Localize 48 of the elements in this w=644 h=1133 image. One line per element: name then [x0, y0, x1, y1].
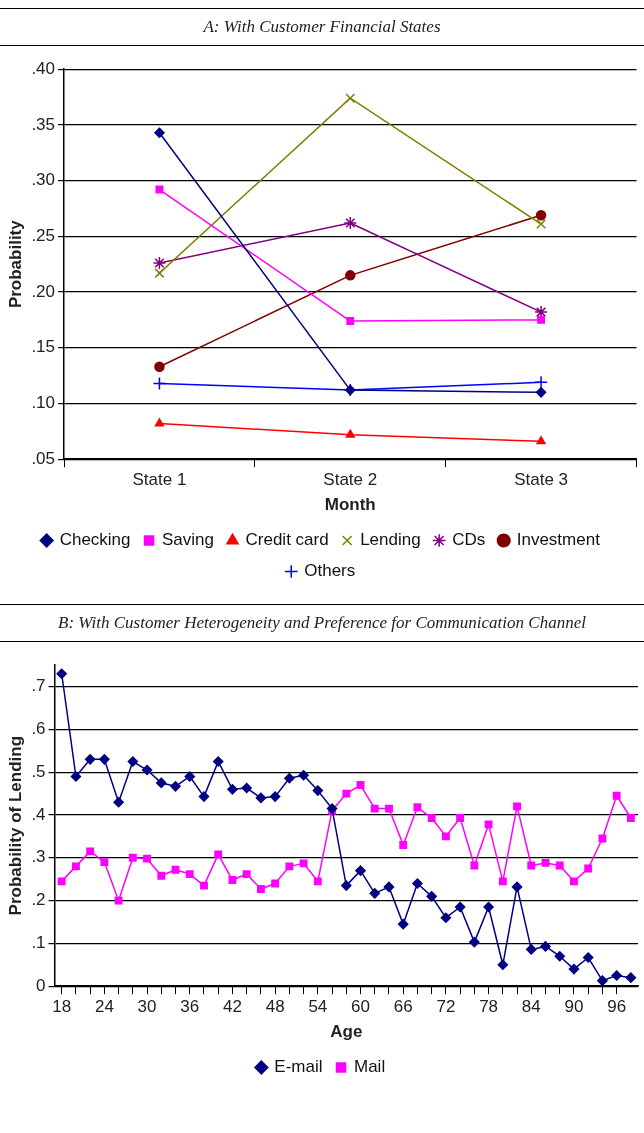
legend-label: E-mail: [274, 1057, 323, 1077]
legend-label: Others: [304, 561, 356, 581]
chart-title: B: With Customer Heterogeneity and Preference for Communication Channel: [0, 604, 644, 642]
x-tick-label: 78: [479, 997, 499, 1017]
legend-label: Mail: [354, 1057, 386, 1077]
y-tick-label: .05: [31, 448, 56, 468]
x-axis-title: Month: [324, 495, 376, 515]
y-tick-label: .3: [31, 847, 46, 867]
y-tick-label: .40: [31, 58, 56, 78]
x-tick-label: 90: [564, 997, 584, 1017]
y-tick-label: 0: [36, 975, 46, 995]
x-tick-label: 60: [351, 997, 370, 1017]
x-tick-label: State 3: [514, 470, 569, 490]
x-tick-label: 18: [52, 997, 72, 1017]
x-tick-label: 72: [436, 997, 456, 1017]
y-tick-label: .2: [31, 890, 46, 910]
y-tick-label: .1: [31, 933, 46, 953]
legend-label: Saving: [162, 530, 215, 550]
y-tick-label: .7: [31, 676, 46, 696]
y-tick-label: .30: [31, 170, 56, 190]
x-tick-label: 30: [137, 997, 157, 1017]
x-tick-label: 42: [222, 997, 242, 1017]
x-tick-label: State 2: [323, 470, 378, 490]
legend-label: Credit card: [245, 530, 329, 550]
x-axis-title: Age: [330, 1022, 363, 1042]
legend-label: CDs: [452, 530, 486, 550]
y-axis-title: Probability of Lending: [5, 735, 25, 916]
legend-label: Checking: [59, 530, 131, 550]
x-tick-label: 24: [94, 997, 114, 1017]
y-tick-label: .20: [31, 281, 56, 301]
y-axis-title: Probability: [5, 219, 25, 309]
x-tick-label: 66: [393, 997, 413, 1017]
x-tick-label: 96: [607, 997, 627, 1017]
x-tick-label: 84: [521, 997, 541, 1017]
legend-label: Investment: [516, 530, 601, 550]
y-tick-label: .25: [31, 226, 56, 246]
y-tick-label: .10: [31, 393, 56, 413]
x-tick-label: 48: [265, 997, 285, 1017]
y-tick-label: .35: [31, 114, 56, 134]
chart-title: A: With Customer Financial States: [0, 8, 644, 46]
legend-label: Lending: [360, 530, 421, 550]
y-tick-label: .15: [31, 337, 56, 357]
y-tick-label: .5: [31, 761, 46, 781]
x-tick-label: State 1: [132, 470, 187, 490]
x-tick-label: 36: [180, 997, 200, 1017]
x-tick-label: 54: [308, 997, 328, 1017]
y-tick-label: .4: [31, 804, 46, 824]
y-tick-label: .6: [31, 719, 46, 739]
